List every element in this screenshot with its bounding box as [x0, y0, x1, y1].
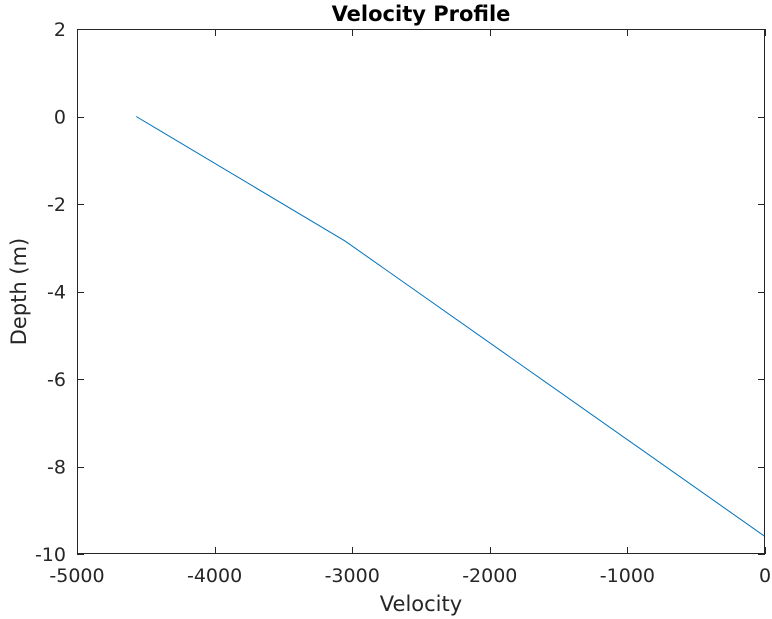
y-tick-label: -8 — [47, 457, 66, 479]
y-tick-label: -10 — [35, 544, 66, 566]
y-tick-label: -2 — [47, 194, 66, 216]
x-axis: -5000 -4000 -3000 -2000 -1000 0 — [49, 29, 771, 587]
x-tick-label: -2000 — [462, 565, 517, 587]
x-tick-label: -1000 — [600, 565, 655, 587]
y-tick-label: -4 — [47, 282, 66, 304]
series-line-1 — [135, 116, 766, 537]
x-axis-label: Velocity — [380, 592, 462, 616]
x-tick-label: -4000 — [187, 565, 242, 587]
y-tick-label: 2 — [54, 19, 66, 41]
axes-box — [77, 29, 765, 554]
y-axis-label: Depth (m) — [7, 238, 31, 345]
chart-title: Velocity Profile — [332, 2, 511, 26]
x-tick-label: -5000 — [49, 565, 104, 587]
y-axis: 2 0 -2 -4 -6 -8 -10 — [35, 19, 765, 566]
y-tick-label: 0 — [54, 107, 66, 129]
plot-area — [77, 29, 765, 554]
y-tick-label: -6 — [47, 369, 66, 391]
x-tick-label: 0 — [759, 565, 771, 587]
series-layer — [135, 116, 766, 537]
x-tick-label: -3000 — [325, 565, 380, 587]
